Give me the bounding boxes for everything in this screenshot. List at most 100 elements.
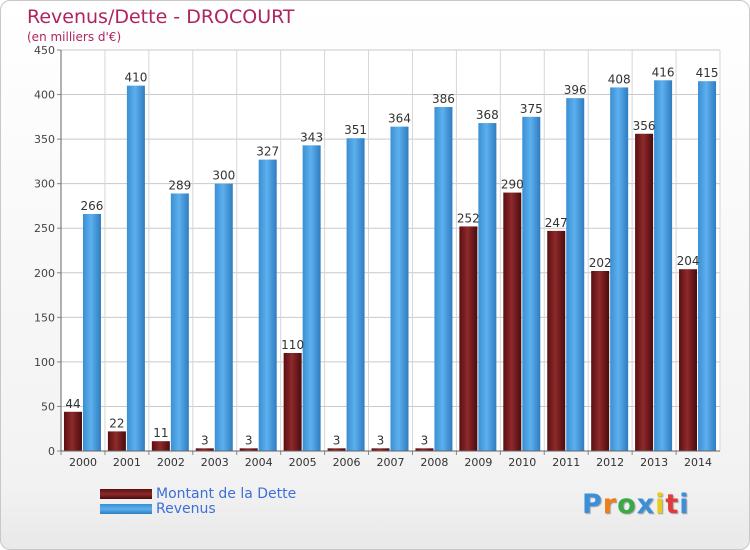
x-tick-label: 2006 — [333, 456, 361, 469]
bar-revenus-2013 — [654, 80, 673, 451]
bar-revenus-2012 — [610, 87, 629, 451]
proxiti-logo: Proxiti — [582, 489, 690, 520]
bar-revenus-2004 — [258, 159, 277, 451]
logo-letter: i — [679, 489, 690, 520]
y-tick-label: 350 — [34, 133, 55, 146]
x-tick-label: 2005 — [289, 456, 317, 469]
bar-debt-2008 — [415, 448, 434, 451]
bar-debt-2012 — [591, 270, 610, 451]
bar-revenus-2014 — [698, 81, 717, 451]
data-label-revenus-2005: 343 — [300, 130, 323, 144]
x-tick-label: 2010 — [508, 456, 536, 469]
x-tick-label: 2001 — [113, 456, 141, 469]
bar-revenus-2006 — [346, 138, 365, 451]
bar-debt-2009 — [459, 226, 478, 451]
bar-revenus-2000 — [82, 213, 101, 451]
y-tick-label: 100 — [34, 356, 55, 369]
bar-revenus-2002 — [170, 193, 189, 452]
bar-revenus-2003 — [214, 183, 233, 451]
data-label-revenus-2006: 351 — [344, 123, 367, 137]
bar-debt-2004 — [239, 448, 258, 451]
bar-debt-2010 — [503, 192, 522, 452]
data-label-revenus-2009: 368 — [476, 108, 499, 122]
data-label-revenus-2011: 396 — [564, 83, 587, 97]
bar-debt-2007 — [371, 448, 390, 451]
data-label-debt-2008: 3 — [421, 433, 429, 447]
data-label-debt-2004: 3 — [245, 433, 253, 447]
x-tick-label: 2009 — [464, 456, 492, 469]
y-tick-label: 50 — [41, 400, 55, 413]
x-tick-label: 2012 — [596, 456, 624, 469]
x-tick-label: 2003 — [201, 456, 229, 469]
data-label-debt-2005: 110 — [281, 338, 304, 352]
logo-letter: r — [602, 489, 618, 520]
data-label-revenus-2008: 386 — [432, 92, 455, 106]
bar-revenus-2007 — [390, 126, 409, 451]
data-label-revenus-2012: 408 — [608, 72, 631, 86]
data-label-debt-2009: 252 — [457, 211, 480, 225]
x-tick-label: 2002 — [157, 456, 185, 469]
logo-letter: P — [582, 489, 603, 520]
bar-revenus-2008 — [434, 107, 453, 451]
data-label-debt-2006: 3 — [333, 433, 341, 447]
y-tick-label: 300 — [34, 178, 55, 191]
bar-revenus-2009 — [478, 123, 497, 452]
x-tick-label: 2007 — [377, 456, 405, 469]
data-label-debt-2013: 356 — [633, 119, 656, 133]
y-tick-label: 200 — [34, 267, 55, 280]
data-label-revenus-2002: 289 — [168, 178, 191, 192]
y-tick-label: 0 — [48, 445, 55, 458]
legend-swatch-revenus — [100, 504, 152, 514]
data-label-revenus-2014: 415 — [696, 66, 719, 80]
data-label-revenus-2000: 266 — [81, 199, 104, 213]
data-label-revenus-2007: 364 — [388, 112, 411, 126]
bar-revenus-2011 — [566, 98, 585, 452]
bar-debt-2001 — [107, 431, 126, 451]
chart-subtitle: (en milliers d'€) — [27, 30, 122, 44]
y-tick-label: 150 — [34, 311, 55, 324]
data-label-revenus-2004: 327 — [256, 145, 279, 159]
logo-letter: x — [636, 489, 656, 520]
data-label-debt-2000: 44 — [65, 397, 80, 411]
legend-label-revenus: Revenus — [156, 501, 216, 517]
bar-debt-2002 — [151, 441, 170, 451]
legend-label-debt: Montant de la Dette — [156, 486, 297, 502]
y-tick-label: 400 — [34, 89, 55, 102]
data-label-debt-2001: 22 — [109, 416, 124, 430]
data-label-revenus-2001: 410 — [124, 71, 147, 85]
data-label-debt-2012: 202 — [589, 256, 612, 270]
legend-swatch-debt — [100, 489, 152, 499]
bar-debt-2006 — [327, 448, 346, 451]
bar-debt-2005 — [283, 352, 302, 451]
data-label-debt-2011: 247 — [545, 216, 568, 230]
chart-title: Revenus/Dette - DROCOURT — [27, 6, 295, 28]
x-tick-label: 2004 — [245, 456, 273, 469]
data-label-debt-2002: 11 — [153, 426, 168, 440]
y-tick-label: 250 — [34, 222, 55, 235]
bar-debt-2013 — [635, 133, 654, 451]
x-tick-label: 2008 — [420, 456, 448, 469]
data-label-debt-2010: 290 — [501, 178, 524, 192]
x-tick-label: 2013 — [640, 456, 668, 469]
bar-debt-2011 — [547, 230, 566, 451]
logo-letter: t — [665, 489, 680, 520]
bar-revenus-2005 — [302, 145, 321, 452]
y-tick-label: 450 — [34, 44, 55, 57]
data-label-revenus-2013: 416 — [652, 65, 675, 79]
data-label-revenus-2010: 375 — [520, 102, 543, 116]
data-label-debt-2003: 3 — [201, 433, 209, 447]
logo-letter: i — [655, 489, 666, 520]
bar-revenus-2010 — [522, 116, 541, 451]
bar-revenus-2001 — [126, 85, 145, 452]
data-label-debt-2014: 204 — [677, 254, 700, 268]
x-tick-label: 2014 — [684, 456, 712, 469]
data-label-revenus-2003: 300 — [212, 169, 235, 183]
data-label-debt-2007: 3 — [377, 433, 385, 447]
bar-debt-2003 — [195, 448, 214, 451]
x-tick-label: 2000 — [69, 456, 97, 469]
bar-debt-2000 — [63, 411, 82, 451]
bar-debt-2014 — [679, 269, 698, 451]
x-tick-label: 2011 — [552, 456, 580, 469]
logo-letter: o — [617, 489, 637, 520]
